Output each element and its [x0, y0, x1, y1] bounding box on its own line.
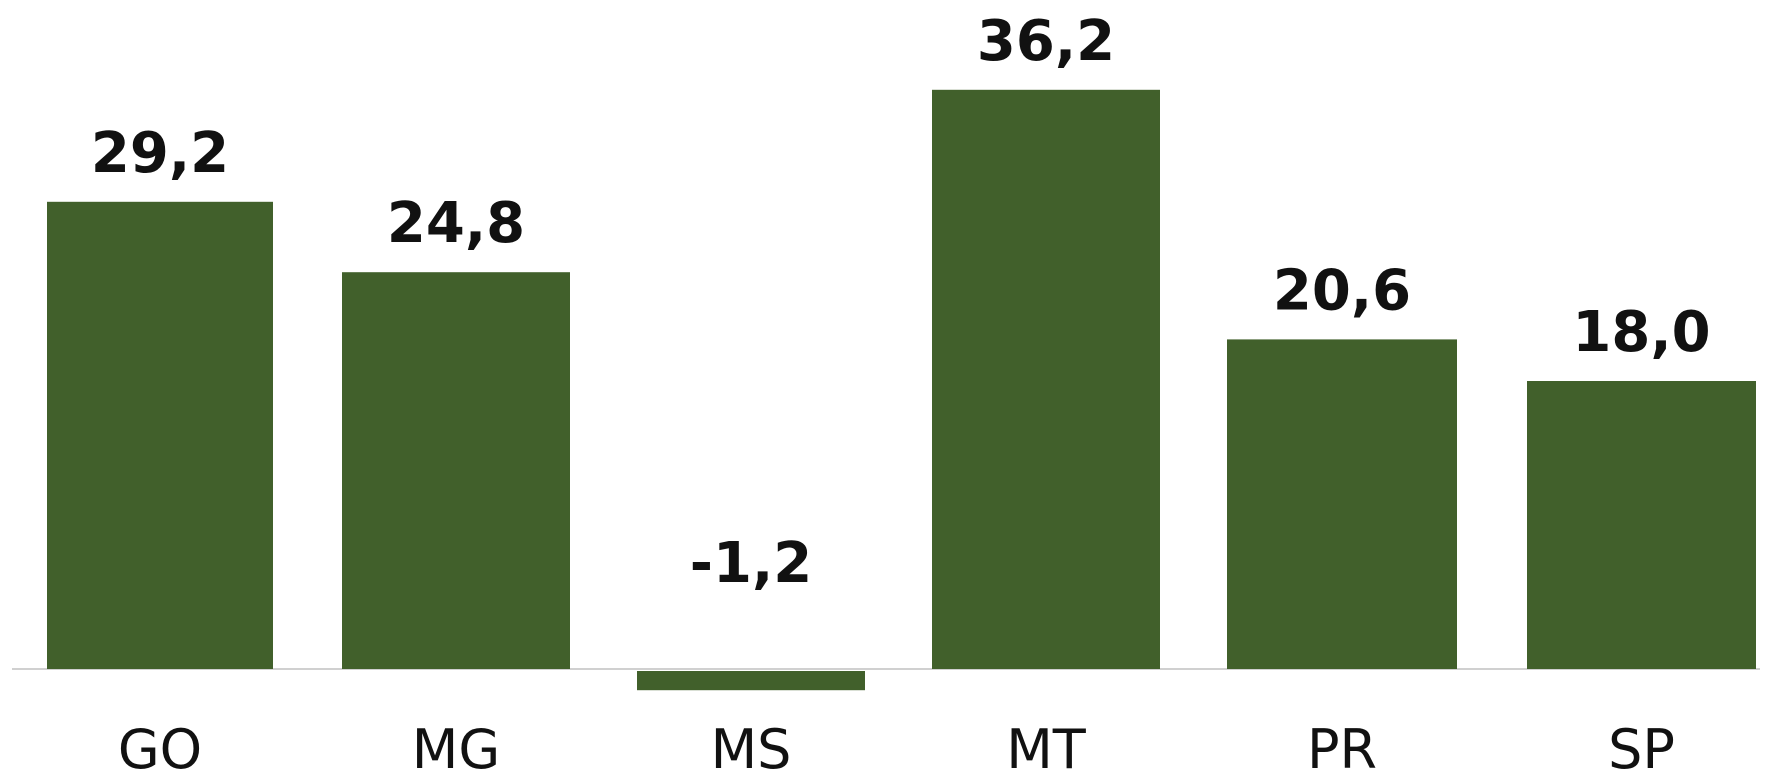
- category-label-mt: MT: [1006, 718, 1087, 773]
- value-label-go: 29,2: [91, 121, 229, 186]
- category-label-sp: SP: [1608, 718, 1675, 773]
- category-label-pr: PR: [1307, 718, 1377, 773]
- value-label-pr: 20,6: [1273, 258, 1411, 323]
- category-label-ms: MS: [711, 718, 792, 773]
- value-label-sp: 18,0: [1572, 300, 1710, 365]
- value-label-ms: -1,2: [690, 531, 812, 596]
- bar-sp: [1527, 381, 1756, 669]
- value-label-mg: 24,8: [387, 191, 525, 256]
- bar-mt: [932, 89, 1160, 670]
- category-label-go: GO: [118, 718, 202, 773]
- value-labels-group: 29,2 24,8 -1,2 36,2 20,6 18,0: [91, 9, 1711, 596]
- category-label-mg: MG: [412, 718, 500, 773]
- category-labels-group: GO MG MS MT PR SP: [118, 718, 1675, 773]
- bar-ms: [637, 671, 865, 691]
- bar-pr: [1227, 339, 1457, 669]
- value-label-mt: 36,2: [977, 9, 1115, 74]
- bar-mg: [342, 272, 570, 669]
- bars-group: [47, 89, 1756, 691]
- bar-go: [47, 201, 273, 670]
